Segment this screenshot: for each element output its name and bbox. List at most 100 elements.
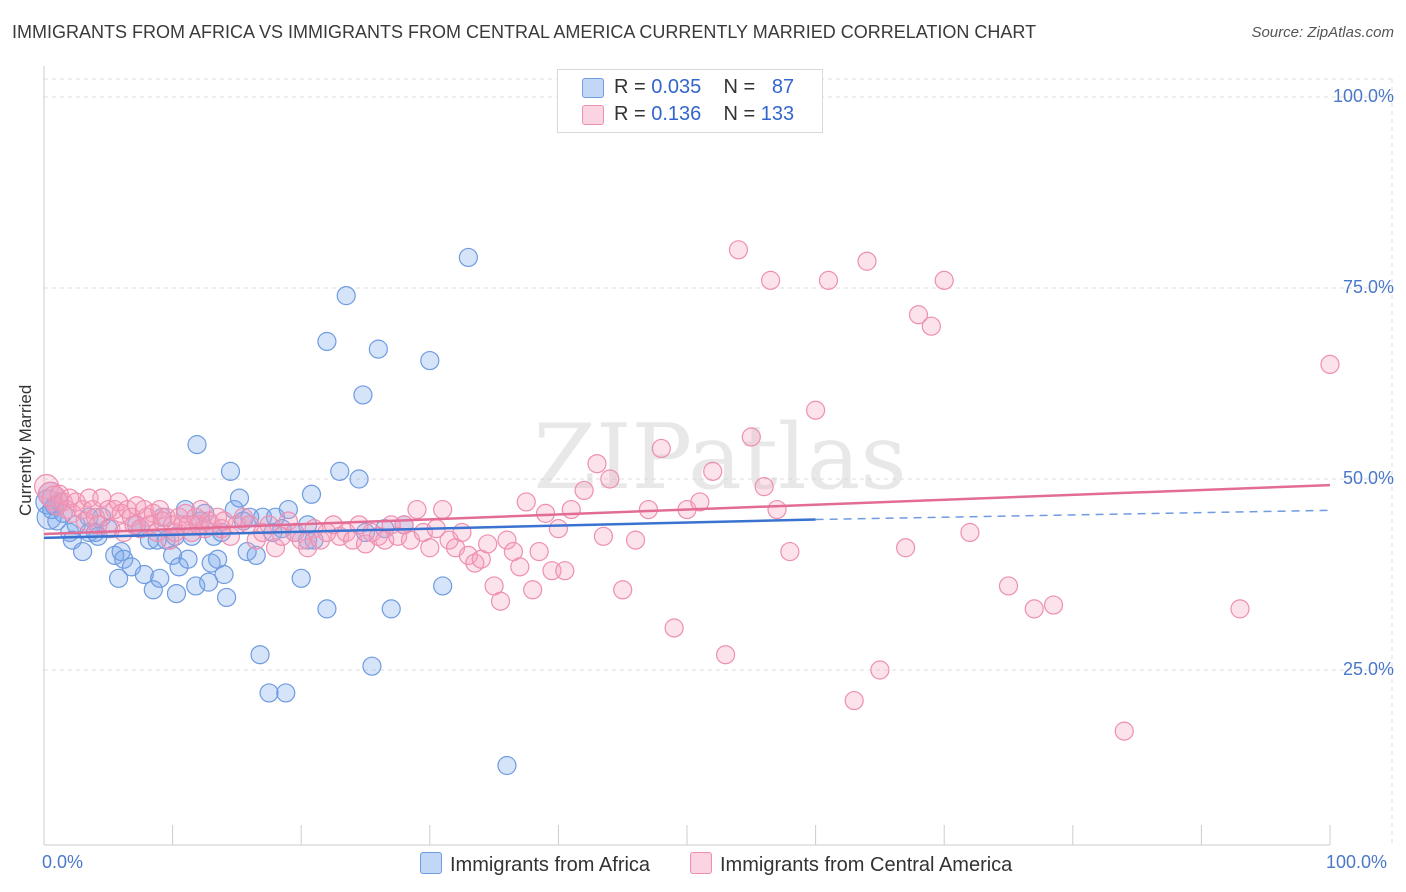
chart-title: IMMIGRANTS FROM AFRICA VS IMMIGRANTS FRO…: [12, 22, 1037, 42]
data-point: [353, 385, 373, 405]
data-point: [651, 438, 671, 459]
data-point: [690, 492, 710, 512]
stats-legend: R = 0.035 N = 87 R = 0.136 N = 133: [557, 69, 823, 133]
data-point: [934, 270, 954, 290]
y-tick-label: 50.0%: [1342, 468, 1394, 488]
y-tick-label: 25.0%: [1342, 659, 1394, 679]
axes: [43, 66, 1331, 846]
legend-n-value-central-america: 133: [760, 103, 795, 125]
data-point: [1024, 599, 1044, 619]
data-point: [523, 580, 543, 600]
legend-n-label: N =: [723, 103, 756, 125]
x-tick-label-min: 0.0%: [42, 852, 84, 872]
data-point: [600, 469, 620, 489]
data-point: [420, 538, 440, 558]
data-point: [1230, 599, 1250, 619]
legend-label-africa: Immigrants from Africa: [450, 854, 651, 876]
data-point: [574, 480, 594, 501]
legend-label-central-america: Immigrants from Central America: [720, 854, 1013, 876]
legend-item-africa: Immigrants from Africa: [420, 852, 650, 877]
data-point: [72, 541, 93, 562]
y-axis-title: Currently Married: [16, 384, 35, 516]
data-point: [510, 557, 530, 577]
data-point: [108, 568, 129, 588]
data-point: [301, 484, 322, 504]
data-point: [593, 526, 614, 546]
data-point: [163, 545, 183, 566]
data-point: [529, 541, 549, 562]
data-point: [857, 251, 877, 271]
chart-source: Source: ZipAtlas.com: [1251, 24, 1394, 41]
data-point: [664, 618, 684, 638]
legend-n-label: N =: [723, 76, 756, 98]
data-point: [625, 530, 646, 550]
data-point: [150, 499, 170, 520]
data-point: [199, 572, 219, 592]
data-point: [175, 503, 196, 523]
data-point: [433, 499, 453, 520]
data-point: [88, 515, 108, 535]
data-point: [98, 499, 118, 520]
data-point: [452, 522, 472, 543]
data-point: [728, 240, 749, 260]
watermark: ZIPatlas: [533, 405, 906, 510]
data-point: [741, 427, 761, 447]
legend-swatch-central-america: [582, 105, 604, 125]
data-point: [66, 492, 86, 512]
data-point: [291, 568, 311, 588]
data-point: [780, 541, 800, 562]
trend-line-central-america: [43, 483, 1331, 536]
legend-r-value-central-america: 0.136: [651, 103, 702, 125]
data-point: [101, 519, 121, 539]
data-point: [150, 568, 170, 588]
data-point: [187, 435, 207, 455]
data-point: [960, 522, 980, 543]
data-point: [715, 645, 736, 665]
legend-r-label: R =: [614, 103, 646, 125]
data-point: [217, 587, 237, 608]
data-point: [497, 530, 517, 550]
data-point: [561, 499, 581, 520]
data-point: [555, 561, 575, 581]
data-point: [490, 591, 511, 611]
data-point: [278, 499, 298, 520]
data-point: [276, 683, 296, 703]
data-point: [478, 534, 498, 554]
legend-n-value-africa: 87: [771, 76, 795, 98]
data-point: [1114, 721, 1134, 741]
y-tick-label: 75.0%: [1342, 277, 1394, 297]
data-point: [703, 461, 723, 481]
data-point: [1320, 354, 1340, 374]
data-point: [767, 499, 787, 520]
data-point: [896, 538, 916, 558]
data-point: [114, 549, 134, 569]
legend-swatch-africa: [582, 78, 604, 98]
data-point: [805, 400, 826, 420]
data-point: [250, 645, 270, 665]
data-point: [259, 683, 279, 703]
trend-line-africa: [43, 518, 816, 540]
data-point: [143, 580, 163, 600]
data-point: [458, 247, 478, 268]
data-point: [265, 538, 286, 558]
data-point: [420, 350, 440, 371]
trend-lines: [43, 483, 1331, 540]
data-point: [998, 576, 1019, 596]
data-point: [166, 583, 187, 604]
data-point: [186, 576, 206, 596]
data-point: [613, 580, 633, 600]
data-point: [388, 526, 408, 546]
data-point: [754, 477, 774, 497]
data-point: [458, 545, 478, 566]
data-point: [317, 331, 337, 352]
data-point: [191, 499, 211, 520]
data-point: [535, 503, 556, 523]
y-tick-label: 100.0%: [1332, 86, 1394, 106]
data-point: [246, 530, 266, 550]
data-point: [111, 541, 131, 562]
data-point: [317, 599, 337, 619]
legend-r-label: R =: [614, 76, 646, 98]
data-point: [381, 599, 401, 619]
data-point: [134, 564, 154, 585]
